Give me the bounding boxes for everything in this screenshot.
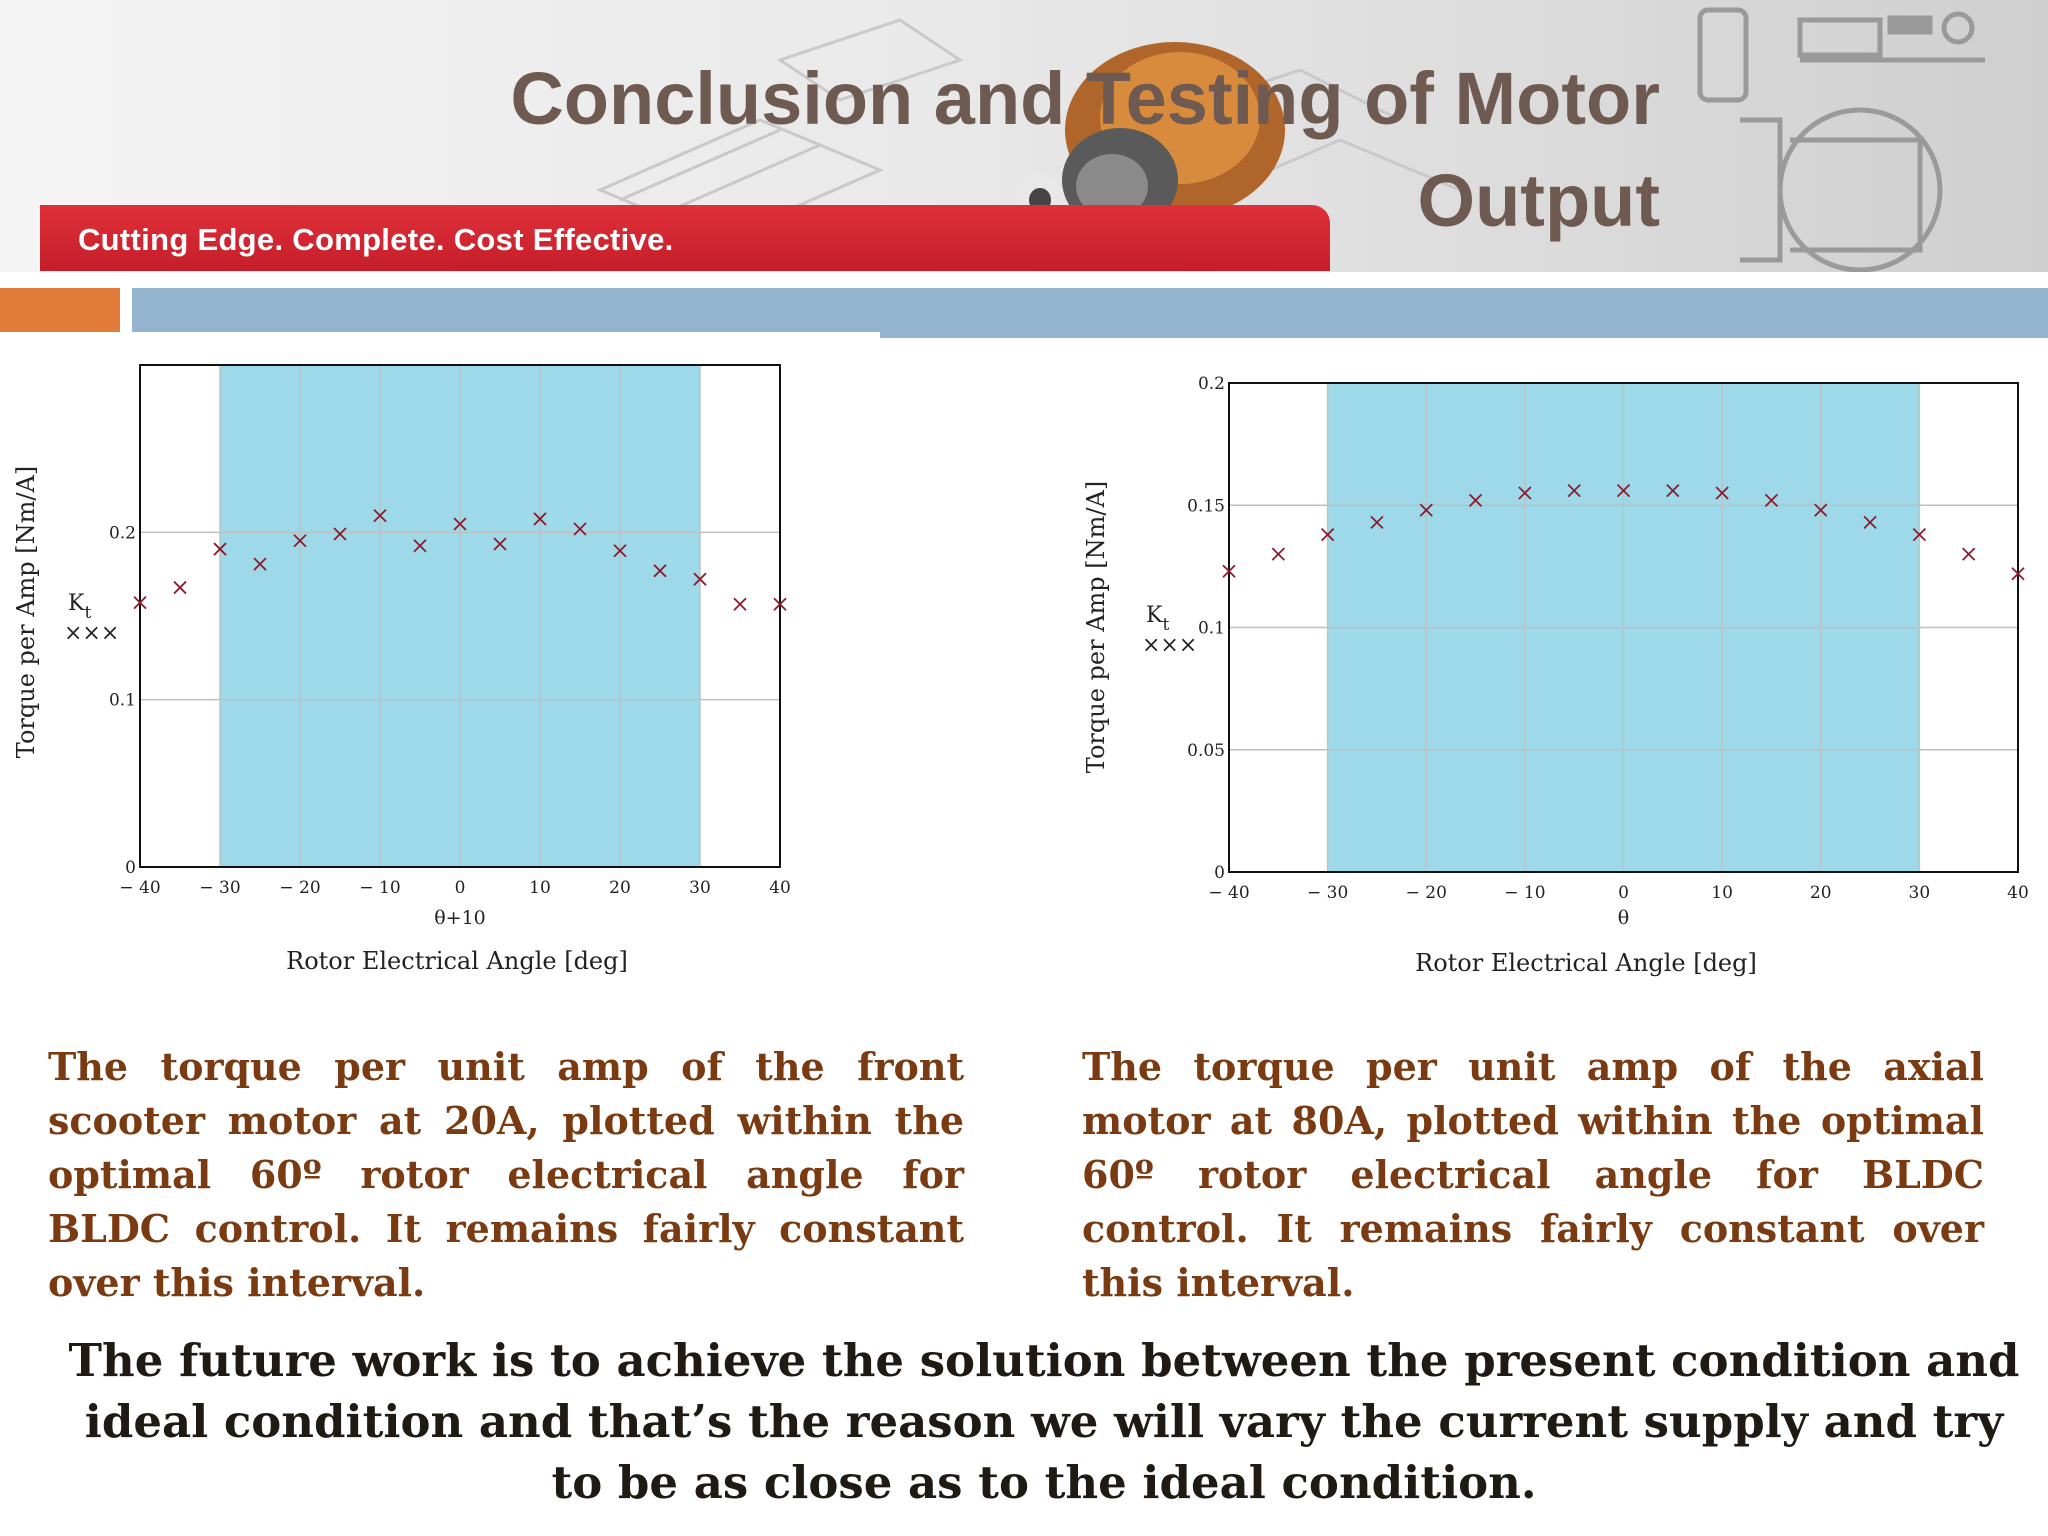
x-tick-label: 30 — [689, 878, 711, 898]
data-point — [653, 564, 667, 578]
data-point — [693, 572, 707, 586]
x-tick-label: − 40 — [119, 878, 160, 898]
x-tick-label: − 20 — [279, 878, 320, 898]
legend-label: Kt — [1146, 603, 1169, 635]
data-point — [533, 512, 547, 526]
chart-front-scooter-plot: − 40 − 30 − 20 − 10 0 10 20 30 40 0 0.1 0.2 Torque p… — [12, 364, 791, 975]
x-tick-label: 0 — [455, 878, 466, 898]
header-banner: Cutting Edge. Complete. Cost Effective. … — [0, 0, 2048, 272]
data-point — [573, 522, 587, 536]
data-point — [1764, 493, 1779, 507]
data-point — [1271, 547, 1285, 561]
accent-bar-blue-thin — [880, 332, 2048, 338]
x-tick-label: 30 — [1909, 883, 1931, 903]
chart-axial-motor-plot: − 40 − 30 − 20 − 10 0 10 20 30 40 0 0.05 0.1 0.15 0.2… — [1082, 374, 2029, 977]
data-point — [613, 544, 627, 558]
x-tick-label: 40 — [769, 878, 791, 898]
x-tick-label: − 10 — [1504, 883, 1545, 903]
x-variable-label: θ+10 — [434, 907, 486, 929]
data-point — [1320, 527, 1335, 542]
data-point — [2011, 567, 2025, 581]
data-point — [1962, 547, 1976, 561]
y-tick-label: 0.2 — [109, 523, 136, 543]
y-tick-label: 0.1 — [1198, 619, 1225, 639]
data-point — [1863, 515, 1877, 530]
data-point — [1567, 483, 1581, 498]
legend-marker: ××× — [1142, 633, 1197, 658]
x-axis-label: Rotor Electrical Angle [deg] — [286, 947, 628, 975]
tagline: Cutting Edge. Complete. Cost Effective. — [78, 222, 674, 257]
data-point — [493, 537, 507, 551]
y-tick-label: 0.05 — [1187, 741, 1225, 761]
y-tick-label: 0 — [125, 858, 136, 878]
x-tick-label: 20 — [609, 878, 631, 898]
data-point — [1715, 486, 1729, 500]
y-axis-label: Torque per Amp [Nm/A] — [1082, 481, 1110, 773]
data-point — [1666, 483, 1680, 498]
y-tick-label: 0.2 — [1198, 374, 1225, 394]
data-point — [173, 580, 187, 595]
caption-left: The torque per unit amp of the front sco… — [48, 1044, 964, 1305]
data-point — [1419, 503, 1433, 517]
data-point — [773, 597, 787, 611]
data-point — [413, 539, 427, 553]
slide-title: Conclusion and Testing of Motor Output — [510, 57, 1660, 242]
accent-bar-blue — [132, 288, 2048, 332]
x-tick-label: − 40 — [1208, 883, 1249, 903]
data-point — [253, 557, 267, 571]
tagline-strip — [40, 205, 1330, 271]
legend-label: Kt — [68, 591, 91, 623]
future-work-text: The future work is to achieve the soluti… — [68, 1334, 2020, 1509]
data-point — [1814, 503, 1828, 517]
y-tick-label: 0.15 — [1187, 496, 1225, 516]
data-point — [293, 534, 307, 548]
chart-axial-motor: − 40 − 30 − 20 − 10 0 10 20 30 40 0 0.05 0.1 0.15 0.2… — [1070, 362, 2048, 992]
y-tick-label: 0 — [1214, 863, 1225, 883]
x-tick-label: − 30 — [199, 878, 240, 898]
x-tick-label: − 20 — [1406, 883, 1447, 903]
data-point — [373, 508, 387, 523]
y-axis-label: Torque per Amp [Nm/A] — [12, 466, 40, 758]
data-point — [1518, 486, 1532, 500]
data-point — [133, 595, 147, 610]
x-tick-label: − 30 — [1307, 883, 1348, 903]
x-axis-label: Rotor Electrical Angle [deg] — [1415, 949, 1757, 977]
chart-front-scooter-motor: − 40 − 30 − 20 − 10 0 10 20 30 40 0 0.1 0.2 Torque p… — [0, 350, 840, 990]
legend-marker: ××× — [64, 621, 119, 646]
data-point — [1912, 527, 1927, 542]
data-point — [1616, 483, 1631, 498]
plot-frame — [1228, 382, 2019, 873]
x-tick-label: 20 — [1810, 883, 1832, 903]
x-tick-label: 40 — [2007, 883, 2029, 903]
caption-right: The torque per unit amp of the axial mot… — [1082, 1044, 1984, 1305]
x-tick-label: 10 — [1711, 883, 1733, 903]
data-point — [1370, 515, 1384, 530]
x-tick-label: − 10 — [359, 878, 400, 898]
data-point — [1468, 493, 1483, 507]
data-point — [453, 517, 467, 531]
data-point — [1222, 564, 1236, 578]
data-point — [733, 597, 747, 611]
plot-frame — [139, 364, 781, 868]
x-variable-label: θ — [1618, 907, 1629, 929]
x-tick-label: 0 — [1618, 883, 1629, 903]
data-point — [333, 527, 347, 541]
y-tick-label: 0.1 — [109, 691, 136, 711]
accent-bar-orange — [0, 288, 120, 332]
x-tick-label: 10 — [529, 878, 551, 898]
data-point — [213, 542, 227, 556]
